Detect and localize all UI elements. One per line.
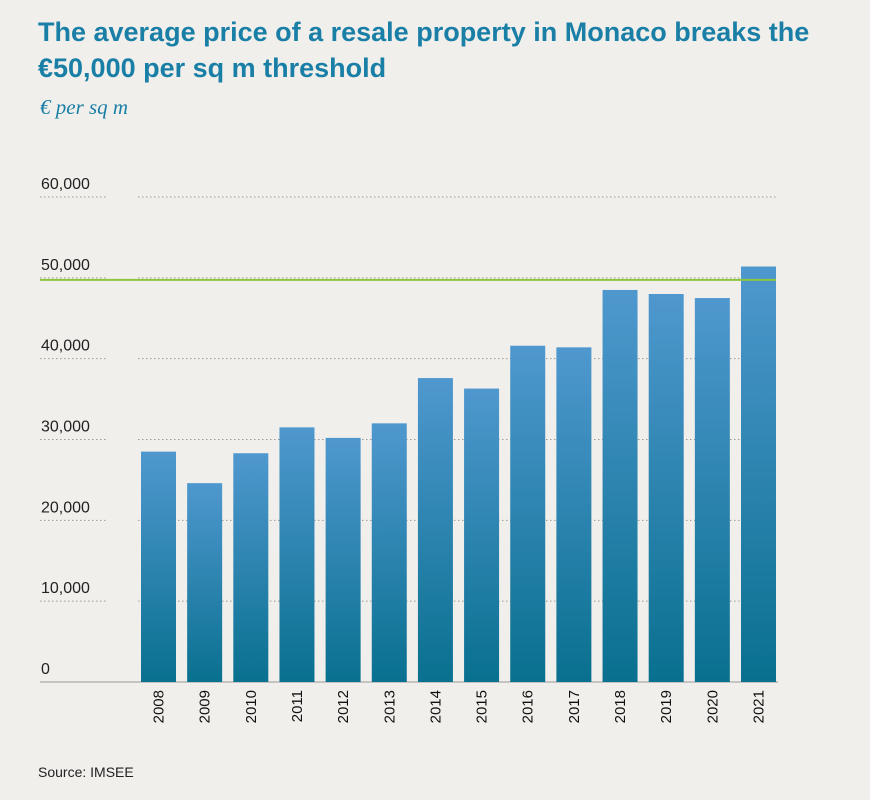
bars <box>141 266 776 682</box>
x-tick-label-2008: 2008 <box>151 690 168 723</box>
bar-2016 <box>510 345 546 682</box>
bar-2011 <box>279 427 315 682</box>
bar-2019 <box>648 294 684 682</box>
x-tick-label-2010: 2010 <box>243 690 260 723</box>
bar-2014 <box>417 378 453 682</box>
y-tick-label-0: 0 <box>41 661 50 678</box>
y-tick-label-40000: 40,000 <box>41 338 90 355</box>
x-tick-label-2009: 2009 <box>197 690 214 723</box>
y-tick-label-20000: 20,000 <box>41 499 90 516</box>
x-axis-tick-labels: 2008 2009 2010 2011 2012 2013 2014 2015 2016 2017… <box>151 690 768 723</box>
x-tick-label-2013: 2013 <box>381 690 398 723</box>
x-tick-label-2016: 2016 <box>520 690 537 723</box>
x-tick-label-2017: 2017 <box>566 690 583 723</box>
y-tick-label-60000: 60,000 <box>41 176 90 193</box>
chart-subtitle-unit: € per sq m <box>40 95 129 119</box>
chart-title: The average price of a resale property i… <box>38 17 810 83</box>
x-tick-label-2011: 2011 <box>289 690 306 722</box>
y-tick-label-30000: 30,000 <box>41 419 90 436</box>
y-tick-label-10000: 10,000 <box>41 580 90 597</box>
y-axis-tick-labels: 0 10,000 20,000 30,000 40,000 50,000 60,000 <box>41 176 90 678</box>
bar-2012 <box>325 437 361 682</box>
bar-2009 <box>187 483 223 682</box>
x-tick-label-2020: 2020 <box>704 690 721 723</box>
source-note: Source: IMSEE <box>38 764 134 780</box>
bar-2021 <box>741 266 776 682</box>
bar-2018 <box>602 289 638 682</box>
x-tick-label-2015: 2015 <box>474 690 491 723</box>
x-tick-label-2019: 2019 <box>658 690 675 723</box>
bar-2020 <box>694 298 730 682</box>
x-tick-label-2021: 2021 <box>751 690 768 723</box>
bar-2010 <box>233 453 269 682</box>
x-tick-label-2012: 2012 <box>335 690 352 723</box>
bar-2013 <box>371 423 407 682</box>
bar-2017 <box>556 347 592 682</box>
bar-2015 <box>464 388 500 682</box>
x-tick-label-2014: 2014 <box>427 690 444 723</box>
bar-2008 <box>141 451 176 682</box>
x-tick-label-2018: 2018 <box>612 690 629 723</box>
y-tick-label-50000: 50,000 <box>41 257 90 274</box>
